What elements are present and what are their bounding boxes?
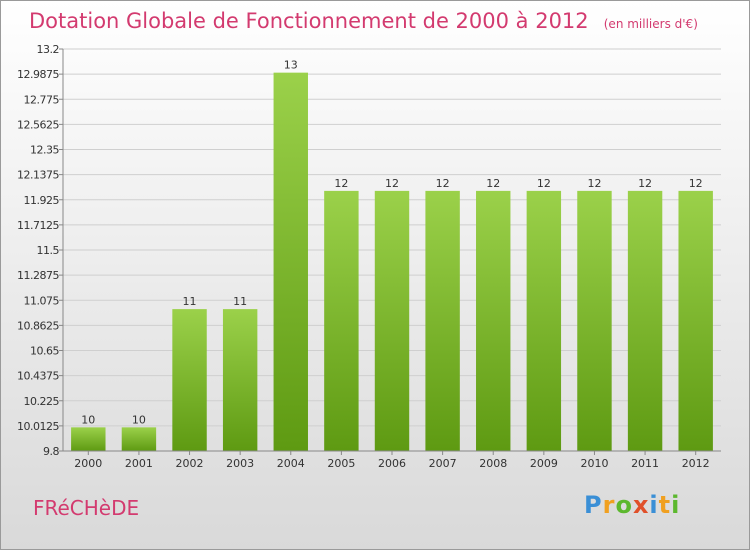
x-tick-label: 2003 [226,457,254,470]
data-label: 12 [537,177,551,190]
y-tick-label: 10.4375 [17,370,59,383]
data-label: 12 [638,177,652,190]
y-tick-label: 10.0125 [17,420,59,433]
title-main: Dotation Globale de Fonctionnement de 20… [29,9,589,33]
commune-name: FRéCHèDE [33,496,140,520]
bars: 10 10 11 11 13 12 12 12 12 12 12 12 12 [71,59,713,451]
x-tick-label: 2010 [580,457,608,470]
logo-letter: i [649,491,659,519]
y-tick-label: 10.65 [30,345,59,358]
bar [425,190,460,451]
proxiti-logo: Proxiti [584,491,680,519]
y-tick-label: 13.2 [37,43,60,56]
y-tick-label: 11.075 [24,294,60,307]
y-tick-label: 12.775 [24,93,60,106]
x-tick-label: 2012 [682,457,710,470]
logo-letter: t [658,491,672,519]
chart-title: Dotation Globale de Fonctionnement de 20… [29,9,698,33]
bar [172,309,207,451]
bar [324,190,359,451]
bar [627,190,663,451]
y-tick-label: 11.7125 [17,219,59,232]
x-tick-label: 2011 [631,457,659,470]
bar [476,190,511,451]
y-tick-label: 12.35 [30,144,59,157]
data-label: 12 [436,177,450,190]
bar [222,309,258,451]
data-label: 12 [334,177,348,190]
logo-letter: i [671,491,681,519]
data-label: 10 [81,413,95,426]
y-tick-label: 11.5 [37,244,60,257]
bar [678,190,713,451]
x-tick-label: 2009 [530,457,558,470]
x-tick-label: 2000 [74,457,102,470]
data-label: 11 [233,295,247,308]
bar [577,190,612,451]
x-tick-label: 2008 [479,457,507,470]
y-tick-label: 12.1375 [17,169,59,182]
y-axis: 9.8 10.0125 10.225 10.4375 10.65 10.8625 11.07… [17,43,64,458]
x-tick-label: 2004 [277,457,305,470]
logo-letter: P [584,491,603,519]
bar [273,72,308,451]
x-tick-label: 2005 [327,457,355,470]
y-tick-label: 12.9875 [17,68,59,81]
data-label: 12 [587,177,601,190]
data-label: 12 [385,177,399,190]
data-label: 12 [486,177,500,190]
data-label: 10 [132,413,146,426]
bar [121,427,157,451]
y-tick-label: 12.5625 [17,118,59,131]
data-label: 13 [284,59,298,72]
y-tick-label: 10.225 [24,395,60,408]
logo-letter: r [602,491,616,519]
y-tick-label: 10.8625 [17,319,59,332]
logo-letter: o [615,491,633,519]
x-tick-label: 2001 [125,457,153,470]
logo-letter: x [632,491,650,519]
title-unit: (en milliers d'€) [603,17,698,31]
bar [71,427,106,451]
y-tick-label: 9.8 [43,445,59,458]
data-label: 12 [689,177,703,190]
x-axis: 2000 2001 2002 2003 2004 2005 2006 2007 2008 2009… [63,450,721,470]
x-tick-label: 2007 [429,457,457,470]
y-tick-label: 11.2875 [17,269,59,282]
x-tick-label: 2006 [378,457,406,470]
bar [526,190,562,451]
y-tick-label: 11.925 [24,194,60,207]
data-label: 11 [183,295,197,308]
bar [374,190,410,451]
x-tick-label: 2002 [176,457,204,470]
